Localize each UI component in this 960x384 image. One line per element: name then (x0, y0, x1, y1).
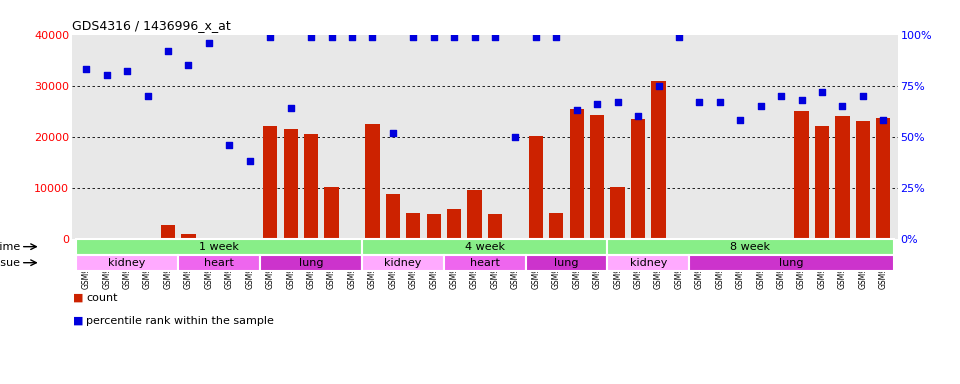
Point (794, 97, 809, 103)
Text: lung: lung (554, 258, 579, 268)
Text: GDS4316 / 1436996_x_at: GDS4316 / 1436996_x_at (72, 19, 230, 32)
Text: kidney: kidney (108, 258, 146, 268)
Bar (161, 225, 175, 238)
Point (262, 33, 277, 40)
Text: 4 week: 4 week (465, 242, 505, 252)
Text: 1 week: 1 week (199, 242, 239, 252)
Bar (526, 255, 608, 271)
Bar (608, 255, 689, 271)
Point (426, 33, 442, 40)
Bar (590, 115, 605, 238)
Bar (365, 124, 379, 238)
Bar (260, 255, 362, 271)
Point (446, 33, 462, 40)
Bar (76, 238, 362, 255)
Point (467, 33, 482, 40)
Text: tissue: tissue (0, 258, 21, 268)
Point (692, 99, 708, 105)
Point (202, 40, 217, 46)
Point (180, 62, 196, 68)
Bar (362, 255, 444, 271)
Bar (468, 190, 482, 238)
Point (222, 142, 237, 148)
Point (160, 48, 176, 54)
Bar (549, 213, 564, 238)
Point (242, 158, 257, 164)
Point (488, 33, 503, 40)
Text: lung: lung (780, 258, 804, 268)
Bar (488, 214, 502, 238)
Point (365, 33, 380, 40)
Point (774, 93, 789, 99)
Bar (362, 238, 608, 255)
Bar (426, 214, 441, 238)
Bar (855, 121, 870, 238)
Bar (876, 118, 891, 238)
Point (876, 117, 891, 123)
Point (140, 93, 156, 99)
Point (610, 99, 625, 105)
Point (405, 33, 420, 40)
Bar (447, 209, 462, 238)
Text: time: time (0, 242, 21, 252)
Bar (76, 255, 179, 271)
Bar (631, 119, 645, 238)
Point (303, 33, 319, 40)
Point (99, 72, 114, 78)
Point (732, 117, 748, 123)
Point (79, 66, 94, 72)
Point (814, 89, 829, 95)
Point (835, 103, 851, 109)
Point (385, 129, 400, 136)
Bar (815, 126, 829, 238)
Bar (835, 116, 850, 238)
Point (549, 33, 564, 40)
Text: percentile rank within the sample: percentile rank within the sample (86, 316, 275, 326)
Point (569, 107, 585, 113)
Bar (444, 255, 526, 271)
Point (753, 103, 768, 109)
Bar (689, 255, 894, 271)
Text: lung: lung (299, 258, 324, 268)
Bar (611, 187, 625, 238)
Bar (263, 126, 277, 238)
Text: ■: ■ (73, 293, 84, 303)
Bar (795, 111, 808, 238)
Point (528, 33, 543, 40)
Bar (651, 81, 665, 238)
Text: heart: heart (469, 258, 500, 268)
Bar (386, 194, 400, 238)
Text: 8 week: 8 week (731, 242, 771, 252)
Point (855, 93, 871, 99)
Text: kidney: kidney (630, 258, 667, 268)
Point (589, 101, 605, 107)
Bar (283, 129, 298, 238)
Bar (324, 187, 339, 238)
Text: heart: heart (204, 258, 234, 268)
Bar (569, 109, 584, 238)
Point (324, 33, 339, 40)
Point (631, 113, 646, 119)
Point (283, 105, 299, 111)
Point (508, 134, 523, 140)
Bar (304, 134, 319, 238)
Text: count: count (86, 293, 118, 303)
Point (671, 33, 686, 40)
Point (119, 68, 134, 74)
Point (345, 33, 360, 40)
Text: ■: ■ (73, 316, 84, 326)
Point (651, 83, 666, 89)
Bar (179, 255, 260, 271)
Bar (406, 213, 420, 238)
Bar (181, 234, 196, 238)
Bar (529, 136, 543, 238)
Point (712, 99, 728, 105)
Bar (608, 238, 894, 255)
Text: kidney: kidney (384, 258, 421, 268)
